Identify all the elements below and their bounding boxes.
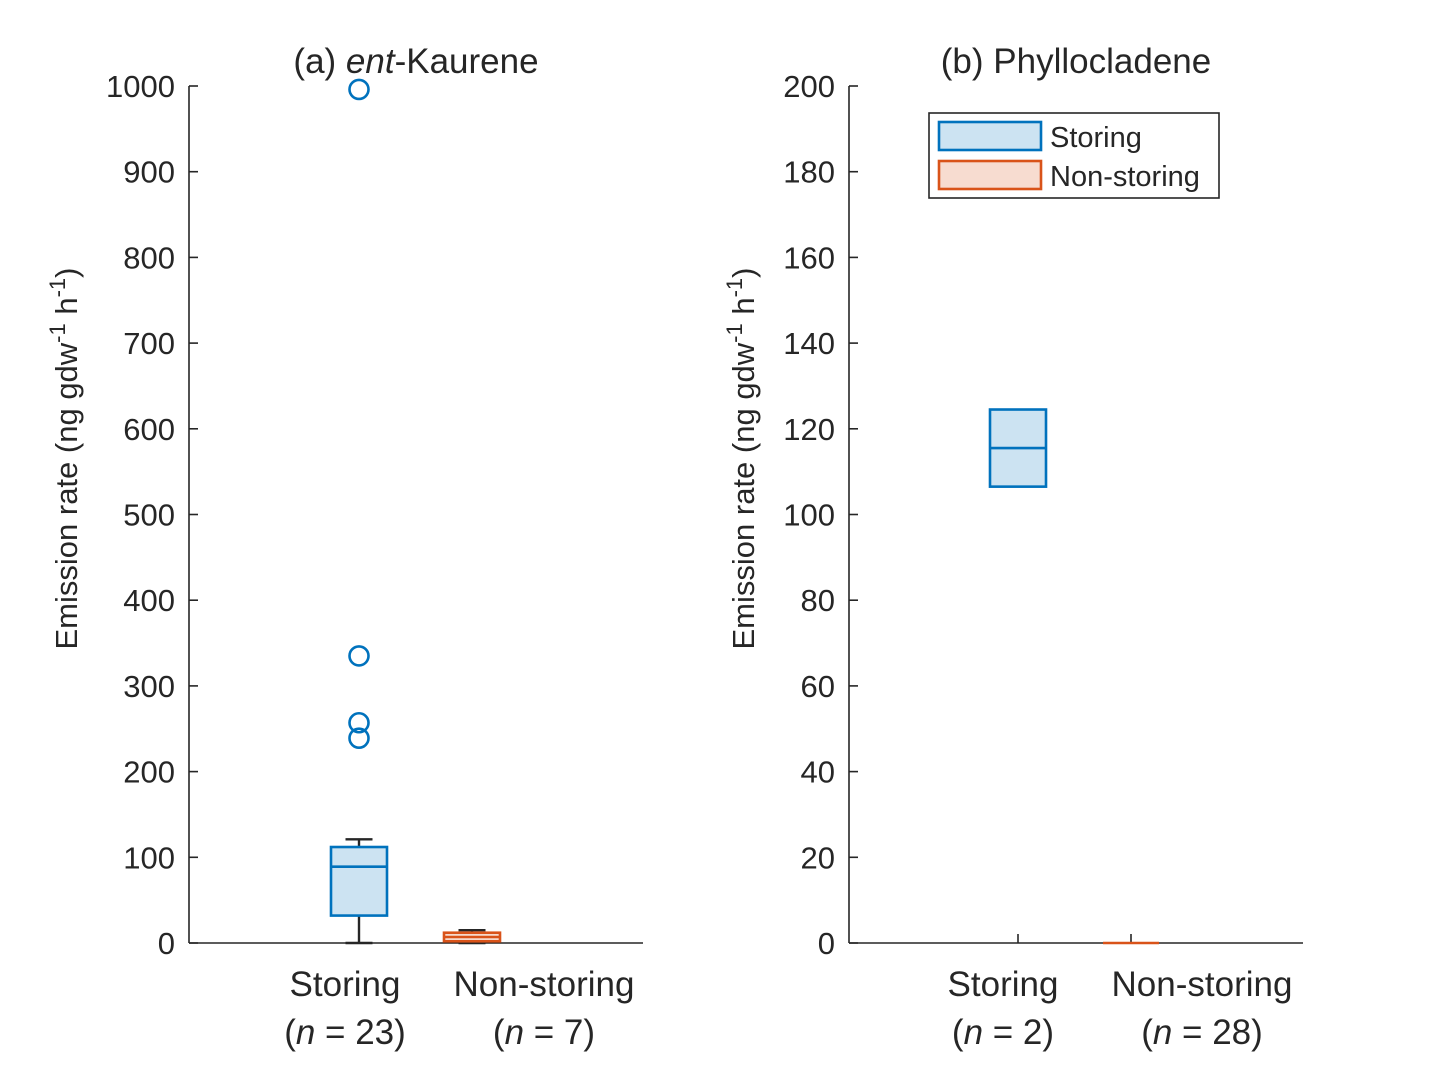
y-tick-label: 0 (158, 926, 175, 961)
category-n-label: (n = 23) (284, 1013, 406, 1052)
title-prefix: (b) (941, 42, 994, 81)
y-tick-label: 200 (123, 755, 175, 790)
category-label: Storing (948, 965, 1059, 1004)
y-tick-label: 800 (123, 240, 175, 275)
legend-swatch (937, 159, 1043, 191)
y-tick-label: 0 (818, 926, 835, 961)
ylabel-sup: -1 (722, 278, 747, 298)
ylabel-part: Emission rate (ng gdw (726, 342, 761, 649)
ylabel-part: Emission rate (ng gdw (49, 342, 84, 649)
panel-b: 0 20 40 60 80 100 120 140 160 180 200 (b) Phyllocla… (722, 42, 1303, 1052)
n-rest: = 23) (315, 1013, 405, 1052)
n-open: ( (284, 1013, 296, 1052)
ylabel-part: h (726, 297, 761, 323)
y-tick-label: 700 (123, 326, 175, 361)
legend: Storing Non-storing (928, 112, 1220, 199)
y-axis-label: Emission rate (ng gdw-1 h-1) (45, 268, 84, 650)
ylabel-part: h (49, 297, 84, 323)
category-label: Storing (290, 965, 401, 1004)
y-tick-label: 600 (123, 412, 175, 447)
box-storing (988, 408, 1048, 488)
ylabel-sup: -1 (45, 278, 70, 298)
box-body (329, 845, 389, 917)
n-rest: = 2) (983, 1013, 1054, 1052)
title-suffix: Phyllocladene (993, 42, 1211, 81)
outlier-point (348, 711, 370, 734)
y-tick-label: 500 (123, 498, 175, 533)
ylabel-part: ) (49, 268, 84, 278)
y-tick-label: 1000 (106, 69, 175, 104)
n-open: ( (1141, 1013, 1153, 1052)
box-non-storing (442, 928, 502, 945)
y-tick-label: 400 (123, 583, 175, 618)
panel-title: (b) Phyllocladene (941, 42, 1211, 81)
y-tick-label: 100 (783, 498, 835, 533)
n-rest: = 28) (1172, 1013, 1262, 1052)
outlier-point (348, 78, 370, 101)
panel-title: (a) ent-Kaurene (293, 42, 538, 81)
box-storing (329, 78, 389, 945)
category-n-label: (n = 28) (1141, 1013, 1263, 1052)
y-tick-label: 140 (783, 326, 835, 361)
n-italic: n (964, 1013, 983, 1052)
category-n-label: (n = 2) (952, 1013, 1054, 1052)
n-italic: n (1153, 1013, 1172, 1052)
title-italic: ent (346, 42, 396, 81)
n-italic: n (296, 1013, 315, 1052)
y-tick-label: 900 (123, 155, 175, 190)
y-axis-label: Emission rate (ng gdw-1 h-1) (722, 268, 761, 650)
ylabel-sup: -1 (722, 323, 747, 343)
y-tick-label: 160 (783, 240, 835, 275)
ylabel-sup: -1 (45, 323, 70, 343)
y-tick-label: 180 (783, 155, 835, 190)
outlier-point (348, 645, 370, 667)
y-tick-label: 20 (801, 840, 835, 875)
legend-label: Non-storing (1050, 161, 1200, 193)
y-tick-label: 80 (801, 583, 835, 618)
outlier-point (348, 727, 370, 749)
category-label: Non-storing (1112, 965, 1293, 1004)
legend-swatch (937, 120, 1043, 152)
y-tick-label: 60 (801, 669, 835, 704)
n-italic: n (505, 1013, 524, 1052)
ylabel-part: ) (726, 268, 761, 278)
n-open: ( (952, 1013, 964, 1052)
y-tick-label: 120 (783, 412, 835, 447)
y-tick-label: 300 (123, 669, 175, 704)
title-suffix: -Kaurene (395, 42, 539, 81)
category-label: Non-storing (454, 965, 635, 1004)
y-tick-label: 200 (783, 69, 835, 104)
y-tick-label: 40 (801, 755, 835, 790)
n-rest: = 7) (524, 1013, 595, 1052)
title-prefix: (a) (293, 42, 346, 81)
legend-label: Storing (1050, 122, 1142, 154)
y-tick-label: 100 (123, 840, 175, 875)
n-open: ( (493, 1013, 505, 1052)
category-n-label: (n = 7) (493, 1013, 595, 1052)
